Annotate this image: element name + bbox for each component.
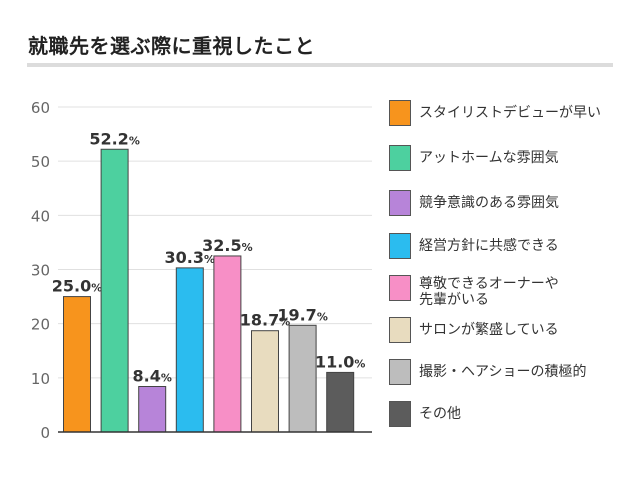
legend-swatch xyxy=(389,233,411,259)
bar xyxy=(63,296,91,433)
bar xyxy=(251,330,279,433)
bar xyxy=(326,371,355,433)
bar xyxy=(213,255,242,433)
legend-item: アットホームな雰囲気 xyxy=(389,145,619,171)
bar xyxy=(138,386,167,433)
title-divider xyxy=(27,63,613,67)
legend-label: その他 xyxy=(419,406,461,422)
bar xyxy=(175,267,204,433)
legend-label: アットホームな雰囲気 xyxy=(419,150,559,166)
y-tick-label: 0 xyxy=(40,424,50,442)
data-label: 11.0% xyxy=(315,352,366,371)
legend-item: スタイリストデビューが早い xyxy=(389,100,619,126)
legend-label: 経営方針に共感できる xyxy=(419,238,559,254)
legend-swatch xyxy=(389,401,411,427)
legend-swatch xyxy=(389,359,411,385)
y-tick-label: 10 xyxy=(31,370,50,388)
legend-item: サロンが繁盛している xyxy=(389,317,619,343)
y-tick-label: 50 xyxy=(31,153,50,171)
data-label: 30.3% xyxy=(165,248,216,267)
data-label: 8.4% xyxy=(133,367,172,386)
data-label: 25.0% xyxy=(52,277,103,296)
y-tick-label: 60 xyxy=(31,99,50,117)
legend-label: 撮影・ヘアショーの積極的 xyxy=(419,364,587,380)
legend-label: 尊敬できるオーナーや 先輩がいる xyxy=(419,276,559,308)
data-label: 32.5% xyxy=(202,236,253,255)
bar xyxy=(288,324,317,433)
legend-label: スタイリストデビューが早い xyxy=(419,105,601,121)
legend-item: 尊敬できるオーナーや 先輩がいる xyxy=(389,275,619,308)
data-label: 52.2% xyxy=(89,129,140,148)
y-tick-label: 40 xyxy=(31,207,50,225)
data-label: 18.7% xyxy=(240,311,291,330)
legend-item: 撮影・ヘアショーの積極的 xyxy=(389,359,619,385)
legend-item: 競争意識のある雰囲気 xyxy=(389,190,619,216)
chart-title: 就職先を選ぶ際に重視したこと xyxy=(28,34,315,58)
legend-swatch xyxy=(389,275,411,301)
legend-item: その他 xyxy=(389,401,619,427)
bar xyxy=(100,148,129,433)
y-tick-label: 30 xyxy=(31,262,50,280)
y-tick-label: 20 xyxy=(31,316,50,334)
legend-swatch xyxy=(389,317,411,343)
legend-label: サロンが繁盛している xyxy=(419,322,559,338)
legend-swatch xyxy=(389,190,411,216)
legend-swatch xyxy=(389,145,411,171)
legend-item: 経営方針に共感できる xyxy=(389,233,619,259)
data-label: 19.7% xyxy=(277,305,328,324)
legend-swatch xyxy=(389,100,411,126)
legend-label: 競争意識のある雰囲気 xyxy=(419,195,559,211)
